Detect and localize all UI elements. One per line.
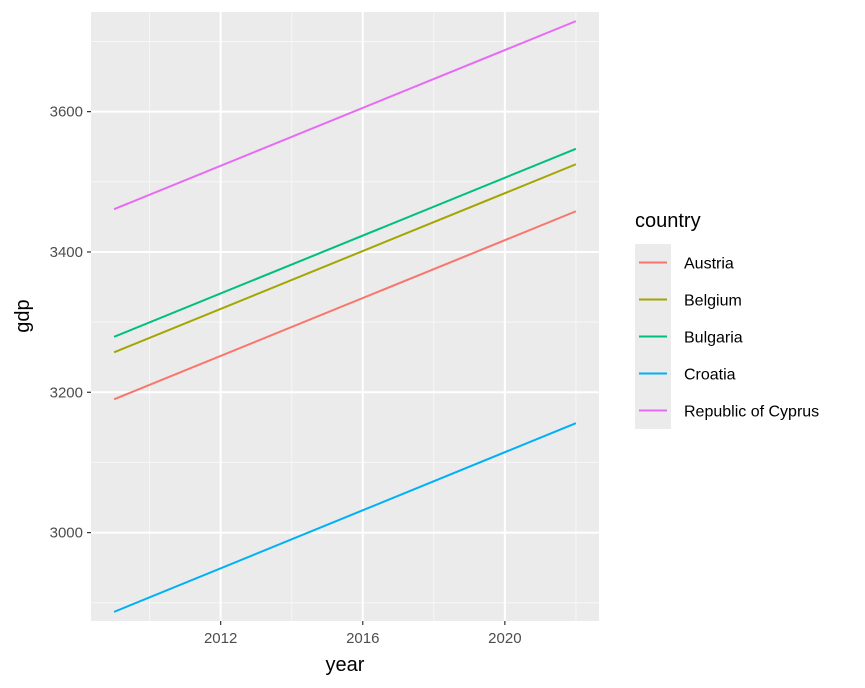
x-tick-label: 2016 (346, 630, 379, 647)
series-line-republic-of-cyprus (113, 20, 577, 211)
series-line-croatia (113, 422, 577, 613)
plot-panel (91, 12, 599, 621)
series-line-austria (113, 210, 577, 401)
x-tick-label: 2012 (204, 630, 237, 647)
legend-label: Croatia (684, 367, 736, 384)
series-line-bulgaria (113, 147, 577, 338)
legend-label: Bulgaria (684, 330, 743, 347)
y-tick-label: 3400 (50, 244, 83, 261)
legend-label: Austria (684, 256, 734, 273)
legend-label: Belgium (684, 293, 742, 310)
x-tick-label: 2020 (488, 630, 521, 647)
legend-title: country (635, 210, 701, 232)
major-gridlines (91, 12, 599, 621)
series-line-belgium (113, 163, 577, 354)
y-tick-label: 3600 (50, 104, 83, 121)
series-lines (113, 20, 577, 613)
y-axis-title: gdp (12, 299, 34, 332)
y-tick-label: 3200 (50, 384, 83, 401)
y-tick-label: 3000 (50, 525, 83, 542)
legend-label: Republic of Cyprus (684, 404, 819, 421)
y-axis: 3000 3200 3400 3600 (50, 104, 91, 542)
legend: country Austria Belgium Bulgaria Croatia Rep… (635, 210, 819, 429)
minor-gridlines (91, 12, 599, 621)
x-axis: 2012 2016 2020 (204, 621, 522, 647)
x-axis-title: year (326, 654, 365, 676)
